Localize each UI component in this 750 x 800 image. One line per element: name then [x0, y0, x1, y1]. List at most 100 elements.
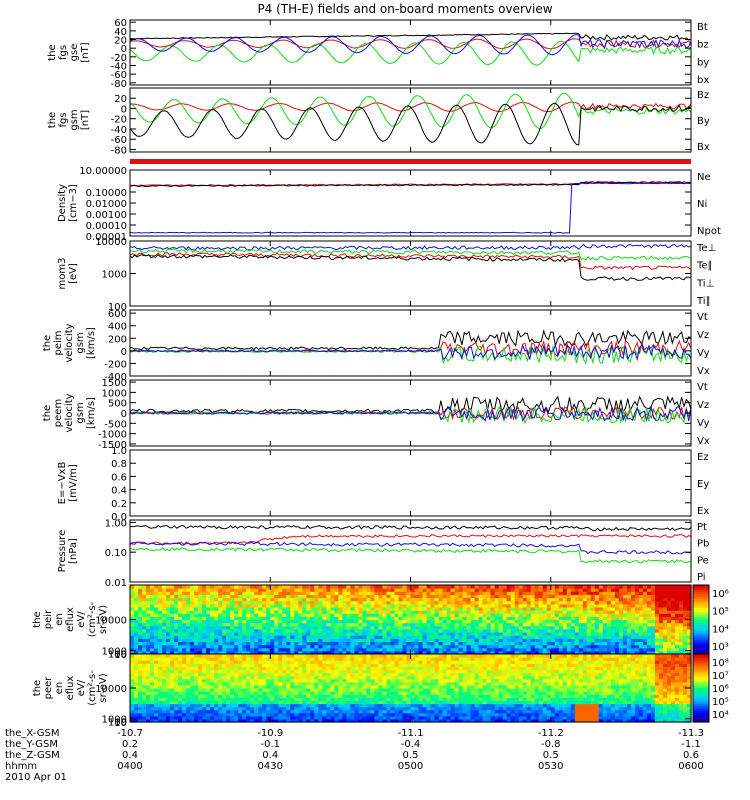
heatmap-cell — [282, 632, 287, 636]
heatmap-cell — [406, 638, 412, 642]
heatmap-cell — [182, 622, 187, 627]
heatmap-cell — [462, 638, 468, 642]
heatmap-cell — [618, 622, 624, 627]
heatmap-cell — [618, 619, 624, 624]
heatmap-cell — [386, 641, 392, 646]
heatmap-cell — [338, 647, 343, 652]
heatmap-cell — [198, 675, 203, 680]
heatmap-cell — [150, 694, 155, 698]
heatmap-cell — [138, 594, 143, 599]
heatmap-cell — [130, 610, 135, 614]
heatmap-cell — [618, 644, 624, 649]
heatmap-cell — [162, 663, 167, 667]
heatmap-cell — [194, 597, 199, 602]
heatmap-cell — [486, 591, 492, 595]
heatmap-cell — [266, 585, 271, 589]
heatmap-cell — [246, 613, 251, 617]
heatmap-cell — [334, 647, 339, 652]
heatmap-cell — [130, 700, 135, 705]
heatmap-cell — [522, 647, 528, 652]
ytick-label: 0.00100 — [86, 210, 127, 221]
heatmap-cell — [518, 625, 524, 630]
heatmap-cell — [206, 675, 211, 680]
heatmap-cell — [342, 715, 347, 720]
heatmap-cell — [346, 585, 351, 589]
axis-label: Pressure — [57, 530, 68, 573]
heatmap-cell — [382, 700, 387, 705]
heatmap-cell — [610, 632, 616, 636]
heatmap-cell — [683, 594, 688, 599]
heatmap-cell — [222, 638, 227, 642]
heatmap-cell — [186, 635, 191, 639]
heatmap-cell — [350, 666, 355, 671]
heatmap-cell — [146, 635, 151, 639]
heatmap-cell — [374, 694, 379, 698]
heatmap-cell — [354, 688, 359, 692]
heatmap-cell — [614, 603, 620, 608]
heatmap-cell — [370, 700, 375, 705]
heatmap-cell — [290, 628, 295, 633]
heatmap-cell — [486, 607, 492, 611]
heatmap-cell — [338, 684, 343, 689]
heatmap-cell — [282, 666, 287, 671]
heatmap-cell — [334, 616, 339, 621]
heatmap-cell — [358, 663, 363, 667]
heatmap-cell — [562, 647, 568, 652]
heatmap-cell — [638, 600, 644, 605]
heatmap-cell — [178, 619, 183, 624]
heatmap-cell — [650, 607, 656, 611]
heatmap-cell — [306, 610, 311, 614]
heatmap-cell — [334, 625, 339, 630]
ytick-label: 1.00 — [105, 518, 127, 529]
heatmap-cell — [398, 644, 404, 649]
heatmap-cell — [218, 672, 223, 677]
heatmap-cell — [190, 681, 195, 686]
heatmap-cell — [290, 700, 295, 705]
heatmap-cell — [366, 718, 371, 723]
heatmap-cell — [198, 610, 203, 614]
heatmap-cell — [282, 585, 287, 589]
axis-label: fgs — [58, 45, 69, 60]
heatmap-cell — [302, 691, 307, 695]
heatmap-cell — [390, 591, 396, 595]
heatmap-cell — [394, 681, 400, 686]
heatmap-cell — [414, 622, 420, 627]
heatmap-cell — [494, 625, 500, 630]
heatmap-cell — [298, 591, 303, 595]
ytick-label: 40 — [114, 27, 127, 38]
heatmap-cell — [142, 632, 147, 636]
heatmap-cell — [306, 628, 311, 633]
heatmap-cell — [238, 607, 243, 611]
series-line-green — [129, 40, 692, 66]
heatmap-cell — [234, 684, 239, 689]
heatmap-cell — [134, 644, 139, 649]
heatmap-cell — [675, 585, 680, 589]
heatmap-cell — [514, 597, 520, 602]
heatmap-cell — [370, 691, 375, 695]
heatmap-cell — [558, 622, 564, 627]
heatmap-cell — [646, 619, 652, 624]
heatmap-cell — [258, 628, 263, 633]
heatmap-cell — [206, 585, 211, 589]
heatmap-cell — [306, 625, 311, 630]
heatmap-cell — [570, 616, 576, 621]
heatmap-cell — [194, 700, 199, 705]
heatmap-cell — [286, 694, 291, 698]
heatmap-cell — [514, 632, 520, 636]
heatmap-cell — [490, 619, 496, 624]
heatmap-cell — [370, 622, 375, 627]
heatmap-cell — [462, 616, 468, 621]
panel-frame — [129, 240, 692, 307]
heatmap-cell — [178, 632, 183, 636]
heatmap-cell — [138, 712, 143, 717]
heatmap-cell — [470, 647, 476, 652]
heatmap-cell — [350, 591, 355, 595]
heatmap-cell — [354, 635, 359, 639]
heatmap-cell — [398, 591, 404, 595]
heatmap-cell — [450, 638, 456, 642]
heatmap-cell — [358, 613, 363, 617]
heatmap-cell — [658, 597, 664, 602]
heatmap-cell — [374, 600, 379, 605]
heatmap-cell — [286, 669, 291, 674]
heatmap-cell — [622, 647, 628, 652]
